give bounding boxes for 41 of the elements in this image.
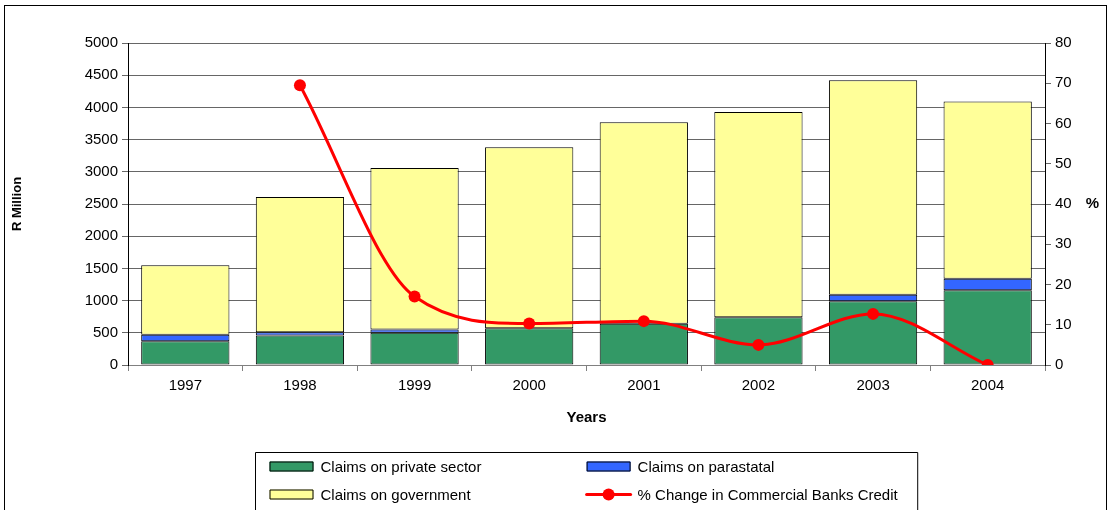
y-tick-label: 2500 xyxy=(84,194,118,212)
x-axis-title: Years xyxy=(566,408,607,426)
y-tick-label: 2000 xyxy=(84,226,118,244)
y-tick-label: 1500 xyxy=(84,258,118,276)
y2-tick-label: 60 xyxy=(1055,113,1072,131)
point xyxy=(867,307,880,320)
y2-tick-label: 0 xyxy=(1055,355,1064,373)
y2-tick-label: 30 xyxy=(1055,234,1072,252)
point xyxy=(523,317,536,330)
x-tick-label: 1998 xyxy=(283,376,317,394)
y2-tick-label: 80 xyxy=(1055,33,1072,51)
y-axis-title: R Million xyxy=(9,176,25,232)
legend-label: Claims on parastatal xyxy=(637,457,775,475)
x-tick-label: 2002 xyxy=(741,376,776,394)
y2-tick-label: 40 xyxy=(1055,194,1072,212)
point xyxy=(637,315,650,328)
point xyxy=(293,79,306,92)
y-tick-label: 5000 xyxy=(84,33,118,51)
y-tick-label: 4000 xyxy=(84,97,118,115)
y-tick-label: 0 xyxy=(109,355,118,373)
x-tick-label: 2003 xyxy=(856,376,890,394)
y-tick-label: 4500 xyxy=(84,65,118,83)
y-tick-label: 500 xyxy=(92,322,118,340)
y2-axis-title: % xyxy=(1085,194,1099,212)
x-tick-label: 1999 xyxy=(397,376,432,394)
point xyxy=(752,338,765,351)
point xyxy=(408,290,421,303)
legend-label: % Change in Commercial Banks Credit xyxy=(637,485,899,503)
legend-label: Claims on government xyxy=(320,485,472,503)
x-tick-label: 2000 xyxy=(512,376,546,394)
x-tick-label: 1997 xyxy=(168,376,202,394)
y2-tick-label: 70 xyxy=(1055,73,1072,91)
y2-tick-label: 50 xyxy=(1055,153,1072,171)
x-tick-label: 2004 xyxy=(971,376,1005,394)
y2-tick-label: 20 xyxy=(1055,274,1072,292)
legend-label: Claims on private sector xyxy=(320,457,482,475)
y-tick-label: 3000 xyxy=(84,161,118,179)
y-tick-label: 3500 xyxy=(84,129,118,147)
y-tick-label: 1000 xyxy=(84,290,118,308)
x-tick-label: 2001 xyxy=(627,376,661,394)
y2-tick-label: 10 xyxy=(1055,314,1072,332)
